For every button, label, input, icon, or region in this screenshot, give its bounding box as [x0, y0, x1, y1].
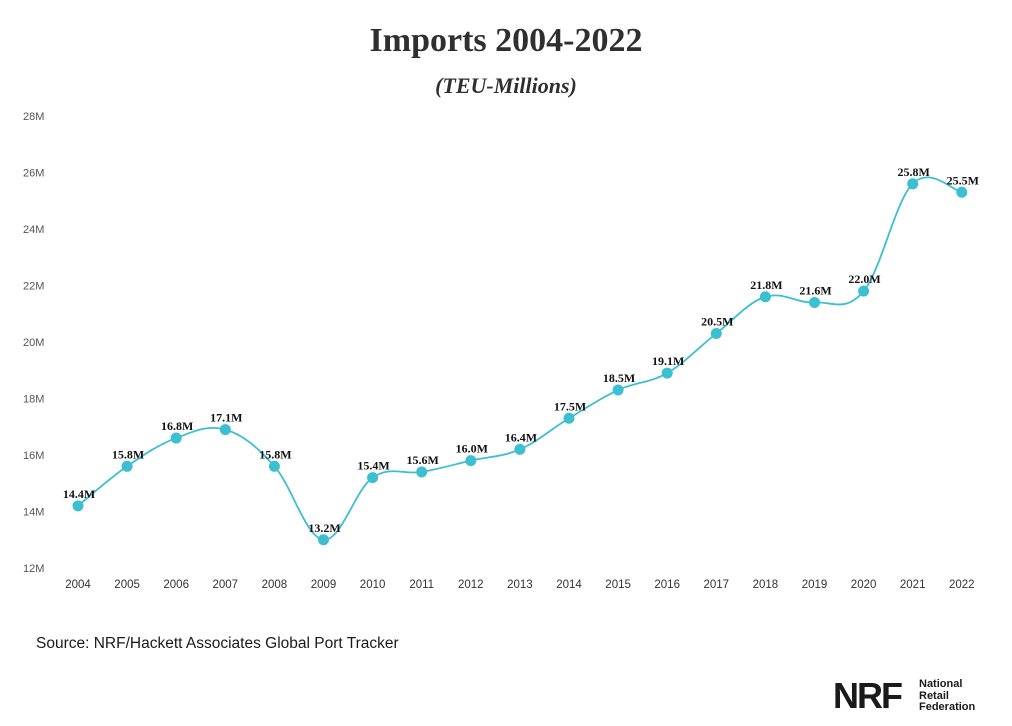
data-label: 17.1M: [210, 411, 242, 425]
data-point: [72, 500, 84, 512]
data-markers: [72, 178, 968, 546]
x-axis: 2004 2005 2006 2007 2008 2009 2010 2011 2012 2013…: [65, 579, 974, 591]
y-tick-label: 20M: [23, 337, 44, 349]
x-tick-label: 2012: [458, 579, 484, 591]
source-note: Source: NRF/Hackett Associates Global Po…: [36, 635, 399, 652]
data-label: 17.5M: [554, 399, 586, 413]
data-point: [170, 432, 182, 444]
data-point: [514, 443, 526, 455]
data-point: [367, 472, 379, 484]
x-tick-label: 2009: [311, 579, 337, 591]
data-label: 15.8M: [112, 447, 144, 461]
x-tick-label: 2004: [65, 579, 91, 591]
line-chart: 12M 14M 16M 18M 20M 22M 24M 26M 28M 2004 2005 2006…: [23, 111, 979, 591]
data-label: 21.6M: [799, 283, 831, 297]
data-label: 16.8M: [161, 419, 193, 433]
y-tick-label: 16M: [23, 450, 44, 462]
data-point: [612, 384, 624, 396]
x-tick-label: 2021: [900, 579, 926, 591]
data-point: [858, 285, 870, 297]
data-point: [710, 328, 722, 340]
x-tick-label: 2022: [949, 579, 975, 591]
data-point: [809, 296, 820, 308]
data-label: 21.8M: [750, 278, 782, 292]
data-label: 19.1M: [652, 354, 684, 368]
data-point: [563, 412, 575, 424]
chart-subtitle: (TEU-Millions): [435, 73, 577, 98]
x-tick-label: 2005: [114, 579, 140, 591]
data-point: [219, 424, 231, 436]
x-tick-label: 2020: [851, 579, 877, 591]
data-label: 13.2M: [308, 521, 340, 535]
data-point: [416, 466, 428, 478]
x-tick-label: 2007: [213, 579, 239, 591]
data-label: 16.0M: [456, 442, 488, 456]
y-tick-label: 18M: [23, 394, 44, 406]
x-tick-label: 2008: [262, 579, 288, 591]
data-point: [318, 534, 329, 546]
nrf-logo: NRF National Retail Federation: [833, 676, 983, 718]
data-label: 14.4M: [63, 487, 95, 501]
x-tick-label: 2006: [163, 579, 189, 591]
y-tick-label: 26M: [23, 168, 44, 180]
data-point: [268, 460, 280, 472]
y-tick-label: 28M: [23, 111, 44, 123]
data-label: 15.4M: [357, 459, 389, 473]
data-label: 25.5M: [947, 173, 979, 187]
x-tick-label: 2011: [409, 579, 434, 591]
chart-title: Imports 2004-2022: [369, 22, 643, 59]
x-tick-label: 2018: [753, 579, 779, 591]
series-line: [77, 176, 963, 541]
x-tick-label: 2014: [556, 579, 582, 591]
x-tick-label: 2013: [507, 579, 533, 591]
data-label: 22.0M: [848, 272, 880, 286]
data-labels: 14.4M 15.8M 16.8M 17.1M 15.8M 13.2M 15.4M 15.6M…: [63, 165, 979, 535]
data-point: [121, 460, 133, 472]
x-tick-label: 2016: [654, 579, 680, 591]
logo-text: National Retail Federation: [919, 678, 976, 714]
y-tick-label: 22M: [23, 281, 44, 293]
logo-text-line3: Federation: [919, 701, 976, 713]
x-tick-label: 2015: [605, 579, 631, 591]
data-label: 20.5M: [701, 315, 733, 329]
data-label: 16.4M: [505, 430, 537, 444]
data-point: [956, 186, 968, 198]
y-tick-label: 24M: [23, 224, 44, 236]
y-tick-label: 12M: [23, 563, 44, 575]
y-axis: 12M 14M 16M 18M 20M 22M 24M 26M 28M: [23, 111, 44, 575]
x-tick-label: 2010: [360, 579, 386, 591]
x-tick-label: 2019: [802, 579, 828, 591]
data-label: 15.8M: [259, 447, 291, 461]
data-point: [759, 291, 771, 303]
x-tick-label: 2017: [704, 579, 730, 591]
data-point: [661, 367, 673, 379]
data-label: 18.5M: [603, 371, 635, 385]
logo-text-line2: Retail: [919, 689, 949, 702]
data-point: [465, 455, 477, 467]
logo-text-line1: National: [919, 678, 963, 690]
data-point: [907, 178, 919, 190]
y-tick-label: 14M: [23, 507, 44, 519]
logo-mark: NRF: [833, 675, 903, 716]
data-label: 25.8M: [898, 165, 930, 179]
data-label: 15.6M: [407, 453, 439, 467]
